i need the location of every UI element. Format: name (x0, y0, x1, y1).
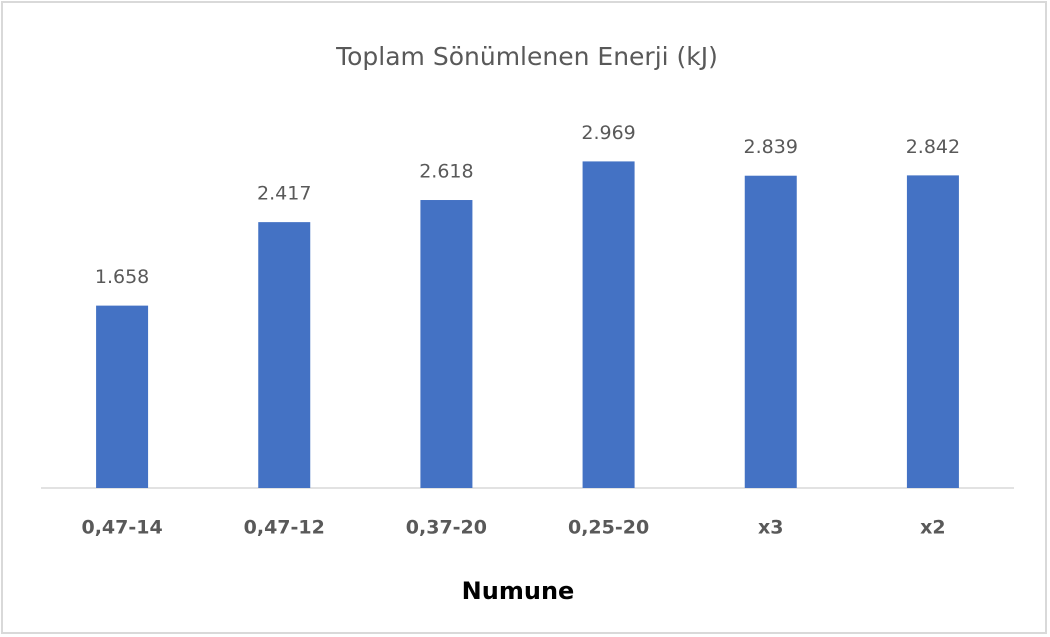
data-label: 2.839 (744, 136, 798, 158)
bar (582, 161, 635, 488)
x-tick-label: 0,47-14 (81, 517, 162, 539)
bar (420, 200, 473, 488)
data-label: 2.842 (906, 136, 960, 158)
x-axis-title: Numune (462, 577, 575, 605)
data-label: 2.417 (257, 183, 311, 205)
x-tick-label: x2 (920, 517, 945, 539)
x-tick-label: 0,25-20 (568, 517, 649, 539)
data-label: 2.969 (581, 122, 635, 144)
bar (258, 222, 311, 488)
chart-title: Toplam Sönümlenen Enerji (kJ) (335, 42, 718, 71)
data-label: 2.618 (419, 161, 473, 183)
bar (96, 305, 149, 488)
x-tick-label: 0,47-12 (244, 517, 325, 539)
x-tick-label: x3 (758, 517, 783, 539)
bar (906, 175, 959, 488)
bar (744, 175, 797, 488)
data-label: 1.658 (95, 266, 149, 288)
x-tick-label: 0,37-20 (406, 517, 487, 539)
